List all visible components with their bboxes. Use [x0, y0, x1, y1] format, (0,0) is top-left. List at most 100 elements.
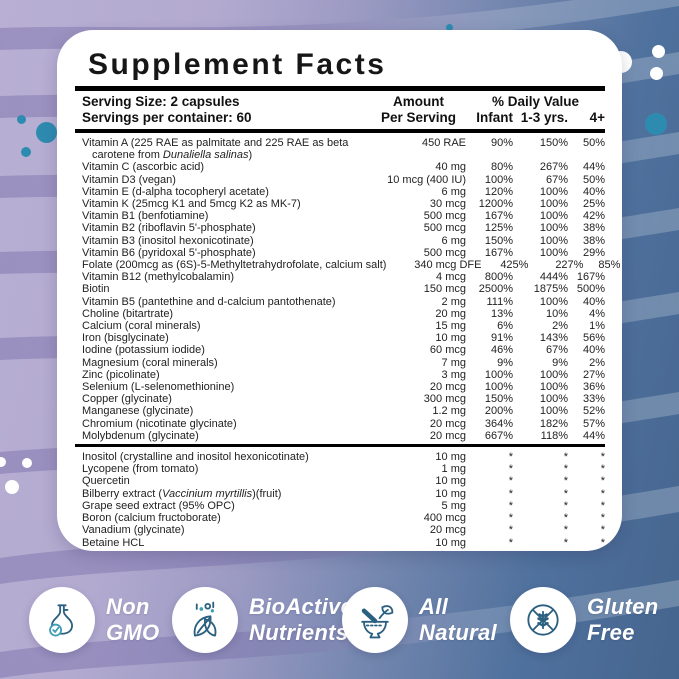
nutrient-name: Inositol (crystalline and inositol hexon… [82, 451, 309, 464]
daily-value-infant: 1200% [478, 198, 513, 211]
nutrient-name: Iron (bisglycinate) [82, 332, 169, 345]
divider-medium [75, 129, 605, 133]
amount-per-serving: 6 mg [441, 185, 466, 198]
daily-value-infant: 150% [484, 234, 513, 247]
daily-value-4plus: 42% [582, 210, 605, 223]
amount-per-serving: 10 mg [435, 332, 466, 345]
gluten-free-icon [527, 604, 559, 636]
daily-value-4plus: 40% [582, 185, 605, 198]
daily-value-4plus: 57% [582, 417, 605, 430]
nutrient-row: Grape seed extract (95% OPC) 5 mg * * * [75, 500, 605, 512]
amount-per-serving: 15 mg [435, 320, 466, 333]
nutrient-row: Bilberry extract (Vaccinium myrtillis)(f… [75, 488, 605, 500]
nutrient-name: Vitamin B1 (benfotiamine) [82, 210, 209, 223]
nutrient-name: Vitamin B12 (methylcobalamin) [82, 271, 235, 284]
daily-value-infant: 100% [484, 368, 513, 381]
amount-per-serving: 6 mg [441, 234, 466, 247]
daily-value-1-3yrs: 10% [545, 307, 568, 320]
daily-value-infant: 2500% [478, 283, 513, 296]
nutrient-row: Vitamin B1 (benfotiamine) 500 mcg 167% 100%… [75, 210, 605, 222]
nutrient-name: Zinc (picolinate) [82, 368, 160, 381]
daily-value-infant: 90% [490, 137, 513, 149]
daily-value-infant: 120% [484, 185, 513, 198]
daily-value-infant: 111% [486, 295, 513, 308]
daily-value-4plus: 33% [582, 393, 605, 406]
nutrient-row: Zinc (picolinate) 3 mg 100% 100% 27% [75, 369, 605, 381]
daily-value-infant: * [508, 475, 513, 488]
daily-value-infant: 125% [484, 222, 513, 235]
amount-per-serving: 500 mcg [423, 222, 466, 235]
decor-dot [5, 480, 19, 494]
flask-check-icon [49, 604, 73, 637]
daily-value-4plus: 25% [582, 198, 605, 211]
nutrient-row: Molybdenum (glycinate) 20 mcg 667% 118% 44% [75, 430, 605, 442]
nutrient-row: Boron (calcium fructoborate) 400 mcg * * * [75, 512, 605, 524]
daily-value-4plus: 38% [582, 234, 605, 247]
nutrient-name: Quercetin [82, 475, 130, 488]
amount-per-serving: 20 mcg [429, 381, 466, 394]
serving-info: Serving Size: 2 capsules Servings per co… [75, 94, 371, 126]
nutrient-name: Vitamin B6 (pyridoxal 5'-phosphate) [82, 246, 256, 259]
daily-value-1-3yrs: 67% [545, 173, 568, 186]
badge-bioactive-nutrients: BioActive Nutrients [172, 587, 353, 653]
nutrient-row: Chromium (nicotinate glycinate) 20 mcg 364… [75, 418, 605, 430]
decor-dot [645, 113, 667, 135]
daily-value-1-3yrs: * [563, 499, 568, 512]
nutrient-name: Vitamin B5 (pantethine and d-calcium pan… [82, 295, 336, 308]
nutrient-name: Betaine HCL [82, 536, 145, 549]
daily-value-1-3yrs: 227% [555, 259, 584, 272]
age-group-1-3yrs: 1-3 yrs. [520, 110, 568, 125]
nutrient-row: Vitamin D3 (vegan) 10 mcg (400 IU) 100% 67%… [75, 174, 605, 186]
daily-value-1-3yrs: 100% [539, 381, 568, 394]
nutrient-name: Selenium (L-selenomethionine) [82, 381, 235, 394]
nutrient-row: Copper (glycinate) 300 mcg 150% 100% 33% [75, 393, 605, 405]
daily-value-1-3yrs: 100% [539, 210, 568, 223]
nutrient-name: Grape seed extract (95% OPC) [82, 499, 235, 512]
amount-per-serving: 1.2 mg [432, 405, 466, 418]
amount-per-serving: 10 mcg (400 IU) [387, 173, 466, 186]
daily-value-1-3yrs: 267% [539, 161, 568, 174]
nutrient-name: Copper (glycinate) [82, 393, 172, 406]
nutrient-name: Vanadium (glycinate) [82, 524, 185, 537]
daily-value-infant: * [508, 451, 513, 464]
nutrient-name: Biotin [82, 283, 110, 296]
nutrient-name: Vitamin D3 (vegan) [82, 173, 176, 186]
nutrient-row: Manganese (glycinate) 1.2 mg 200% 100% 52% [75, 405, 605, 417]
amount-per-serving: 150 mcg [423, 283, 466, 296]
nutrient-row: Lycopene (from tomato) 1 mg * * * [75, 463, 605, 475]
other-ingredients-rows: Inositol (crystalline and inositol hexon… [75, 447, 605, 553]
nutrient-name: Lycopene (from tomato) [82, 463, 199, 476]
nutrient-row: Iron (bisglycinate) 10 mg 91% 143% 56% [75, 332, 605, 344]
daily-value-infant: 13% [490, 307, 513, 320]
daily-value-infant: 364% [484, 417, 513, 430]
amount-per-serving: 400 mcg [423, 512, 466, 525]
decor-dot [652, 45, 665, 58]
age-group-infant: Infant [476, 110, 513, 125]
daily-value-infant: 6% [497, 320, 513, 333]
daily-value-1-3yrs: 9% [552, 356, 568, 369]
daily-value-4plus: 1% [589, 320, 605, 333]
nutrient-row: Quercetin 10 mg * * * [75, 475, 605, 487]
badge-label-line: All [419, 594, 449, 619]
decor-dot [36, 122, 57, 143]
daily-value-infant: 100% [484, 381, 513, 394]
amount-per-serving: 2 mg [441, 295, 466, 308]
daily-value-4plus: * [600, 475, 605, 488]
badge-label-line: Nutrients [249, 620, 349, 645]
amount-per-serving: 20 mcg [429, 429, 466, 442]
badge-label-line: Natural [419, 620, 497, 645]
nutrient-name: Vitamin A (225 RAE as palmitate and 225 … [82, 137, 349, 162]
badge-label-line: GMO [106, 620, 160, 645]
nutrient-row: Vitamin B12 (methylcobalamin) 4 mcg 800% 44… [75, 271, 605, 283]
daily-value-4plus: 85% [598, 259, 621, 272]
daily-value-1-3yrs: 118% [540, 429, 568, 442]
daily-value-header: % Daily Value [491, 94, 580, 109]
badge-label-line: Gluten [587, 594, 659, 619]
daily-value-4plus: 44% [582, 161, 605, 174]
daily-value-1-3yrs: 100% [539, 368, 568, 381]
daily-value-1-3yrs: 100% [539, 295, 568, 308]
amount-per-serving: 500 mcg [423, 246, 466, 259]
nutrient-row: Calcium (coral minerals) 15 mg 6% 2% 1% [75, 320, 605, 332]
daily-value-4plus: 56% [582, 332, 605, 345]
supplement-facts-panel: Supplement Facts Serving Size: 2 capsule… [57, 30, 622, 551]
